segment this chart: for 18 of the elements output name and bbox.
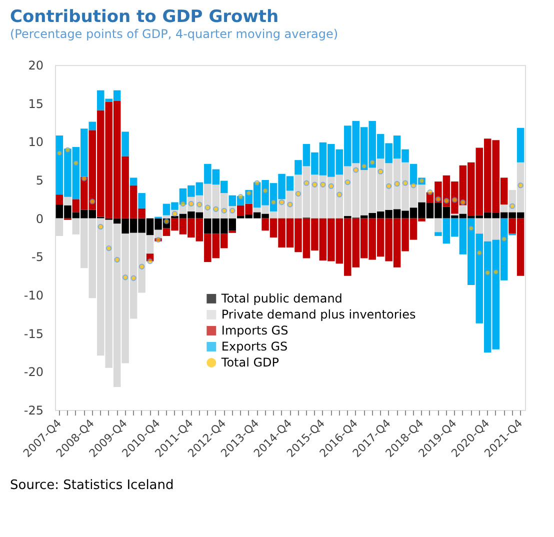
legend-label: Imports GS: [221, 324, 288, 338]
y-tick-label: -25: [24, 404, 44, 418]
y-tick-label: 20: [28, 58, 44, 72]
source-note: Source: Statistics Iceland: [10, 478, 174, 493]
legend-label: Private demand plus inventories: [221, 308, 416, 322]
y-tick-label: -15: [24, 326, 44, 341]
legend-label: Total GDP: [220, 356, 280, 370]
y-tick-label: -5: [32, 250, 44, 264]
legend-label: Exports GS: [221, 340, 288, 354]
y-tick-label: -20: [24, 365, 44, 380]
y-tick-label: 15: [28, 96, 44, 111]
y-tick-label: 5: [36, 174, 44, 188]
y-tick-label: 0: [36, 212, 44, 226]
chart-subtitle: (Percentage points of GDP, 4-quarter moving average): [10, 27, 338, 41]
y-tick-label: 10: [28, 135, 44, 150]
y-tick-label: -10: [24, 288, 44, 302]
legend-label: Total public demand: [220, 292, 342, 306]
chart-title: Contribution to GDP Growth: [10, 7, 279, 27]
